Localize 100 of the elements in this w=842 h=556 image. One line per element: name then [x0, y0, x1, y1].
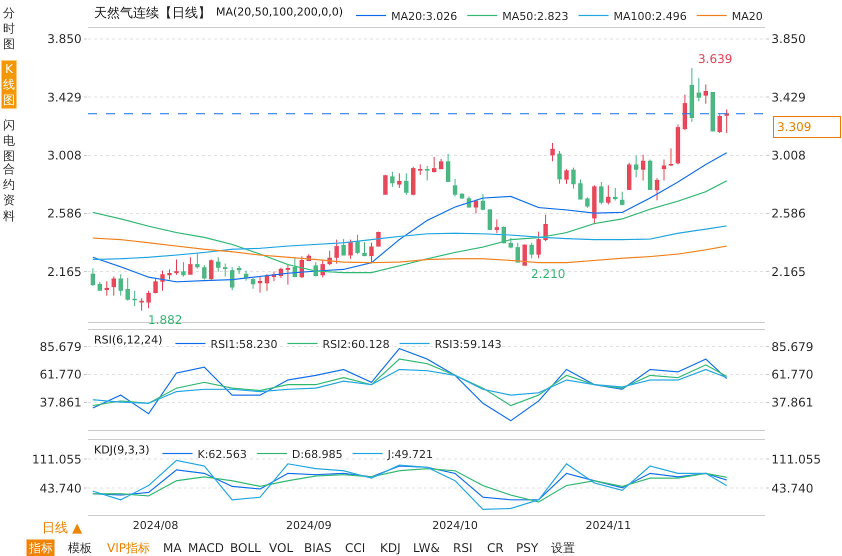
y2-tick-label: 3.008: [771, 148, 806, 162]
y2-tick-label: 3.429: [771, 90, 806, 104]
text: BIAS: [304, 541, 332, 555]
annotation: 1.882: [148, 313, 182, 327]
text: CCI: [345, 541, 366, 555]
y-tick-label: 2.165: [47, 264, 82, 279]
candlestick: [244, 270, 248, 282]
text: BOLL: [230, 541, 262, 555]
y-tick-label: 3.850: [47, 32, 82, 46]
y2-tick-label: 85.679: [771, 340, 814, 354]
candlestick: [355, 234, 360, 255]
legend-title: MA(20,50,100,200,0,0): [216, 5, 344, 18]
legend-label: MA20: [732, 10, 763, 23]
candlestick: [724, 108, 729, 134]
candlestick: [104, 280, 110, 296]
candlestick: [195, 252, 200, 269]
candlestick: [613, 187, 618, 202]
candlestick: [682, 94, 688, 131]
text: 模板: [68, 541, 92, 555]
text: 设置: [551, 541, 575, 555]
x-tick-label: 2024/09: [286, 519, 332, 532]
candlestick: [174, 258, 179, 276]
candlestick: [209, 258, 214, 282]
candlestick: [383, 174, 388, 195]
candlestick: [557, 150, 562, 184]
text: PSY: [516, 541, 539, 555]
candlestick: [236, 265, 242, 274]
candlestick: [90, 268, 96, 286]
line-series: [92, 348, 728, 422]
y2-tick-label: 2.165: [771, 264, 806, 279]
text: 合约资料: [3, 162, 15, 223]
candlestick: [494, 218, 500, 234]
candlestick: [230, 266, 234, 291]
candlestick: [488, 208, 492, 231]
candlestick: [446, 153, 450, 183]
candlestick: [529, 242, 534, 259]
candlestick: [522, 244, 527, 266]
text: K线图: [3, 62, 15, 108]
candlestick: [369, 242, 374, 264]
y-tick-label: 43.740: [40, 481, 82, 496]
text: 指标: [28, 541, 53, 555]
candlestick: [516, 242, 520, 264]
y-tick-label: 61.770: [40, 368, 82, 382]
y-tick-label: 37.861: [40, 395, 82, 410]
candlestick: [411, 166, 416, 196]
text: KDJ: [380, 541, 401, 555]
legend-label: K:62.563: [198, 448, 247, 461]
candlestick: [654, 178, 660, 201]
candlestick: [550, 142, 555, 162]
y2-tick-label: 111.055: [771, 452, 822, 466]
y2-tick-label: 61.770: [771, 368, 814, 382]
candlestick: [578, 179, 583, 200]
candlestick: [397, 172, 402, 188]
y-tick-label: 3.008: [47, 148, 82, 162]
text: VIP指标: [107, 541, 150, 555]
candlestick: [592, 184, 597, 224]
candlestick: [250, 277, 256, 290]
candlestick: [704, 84, 708, 104]
x-tick-label: 2024/10: [432, 519, 478, 532]
candlestick: [341, 238, 346, 256]
candlestick: [202, 264, 207, 280]
legend-label: RSI2:60.128: [322, 338, 390, 351]
candlestick: [662, 159, 666, 181]
candlestick: [286, 264, 290, 285]
x-tick-label: 2024/11: [585, 519, 632, 532]
line-series: [92, 152, 728, 282]
line-series: [92, 368, 728, 404]
candlestick: [571, 167, 576, 190]
candlestick: [718, 114, 722, 134]
candlestick: [452, 178, 458, 197]
candlestick: [438, 158, 444, 170]
candlestick: [125, 277, 130, 301]
candlestick: [676, 124, 680, 165]
line-series: [92, 225, 728, 260]
y-tick-label: 85.679: [40, 340, 82, 354]
candlestick: [98, 281, 102, 292]
candlestick: [626, 162, 632, 191]
candlestick: [606, 184, 610, 205]
candlestick: [634, 155, 638, 178]
line-series: [92, 460, 728, 510]
candlestick: [536, 231, 541, 259]
text: 分时图: [3, 6, 15, 52]
candlestick: [390, 171, 395, 188]
candlestick: [153, 277, 158, 294]
y2-tick-label: 43.740: [771, 481, 814, 496]
candlestick: [362, 242, 367, 257]
candlestick: [334, 239, 339, 264]
legend-label: RSI3:59.143: [434, 338, 502, 351]
text: LW&: [413, 541, 440, 555]
legend-label: J:49.721: [386, 448, 434, 461]
candlestick: [585, 196, 590, 208]
candlestick: [264, 274, 270, 292]
text: MA: [163, 541, 182, 555]
legend-label: RSI1:58.230: [210, 338, 278, 351]
annotation: 2.210: [531, 267, 566, 281]
candlestick: [404, 172, 409, 196]
chart-title: 天然气连续【日线】: [94, 6, 211, 21]
text: VOL: [269, 541, 294, 555]
legend-label: MA20:3.026: [391, 10, 458, 23]
candlestick: [348, 239, 353, 260]
